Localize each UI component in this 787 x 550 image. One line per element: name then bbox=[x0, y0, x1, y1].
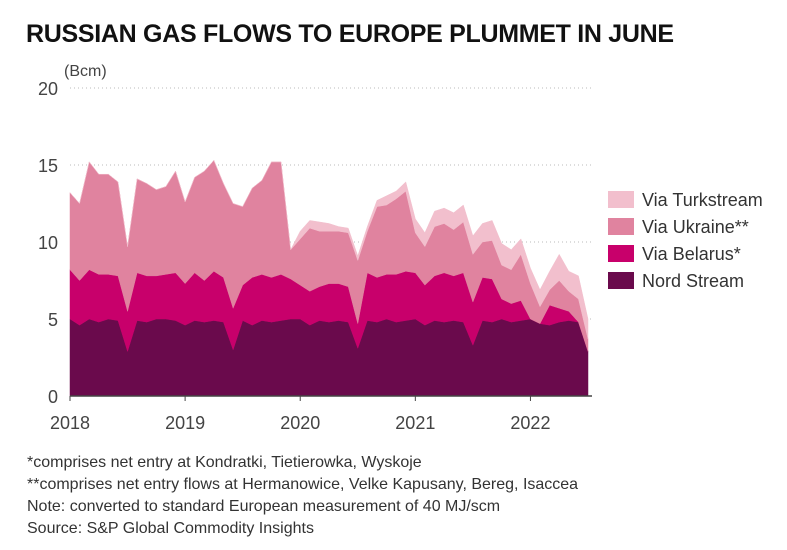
legend-swatch bbox=[608, 191, 634, 208]
legend: Via Turkstream Via Ukraine** Via Belarus* N… bbox=[608, 190, 763, 291]
legend-label: Nord Stream bbox=[642, 271, 744, 291]
footnote-source: Source: S&P Global Commodity Insights bbox=[27, 520, 314, 537]
legend-swatch bbox=[608, 245, 634, 262]
x-tick-label: 2022 bbox=[510, 413, 550, 433]
area-series bbox=[69, 159, 589, 397]
footnotes: *comprises net entry at Kondratki, Tieti… bbox=[27, 452, 777, 540]
footnote-ukraine: **comprises net entry flows at Hermanowi… bbox=[27, 476, 579, 493]
x-tick-label: 2018 bbox=[50, 413, 90, 433]
legend-label: Via Turkstream bbox=[642, 190, 763, 210]
axes: (Bcm) 0 5 10 15 20 2018 2019 2020 2021 2022 bbox=[38, 63, 592, 433]
legend-label: Via Ukraine** bbox=[642, 217, 749, 237]
legend-swatch bbox=[608, 218, 634, 235]
chart-title: RUSSIAN GAS FLOWS TO EUROPE PLUMMET IN J… bbox=[26, 20, 674, 48]
x-tick-label: 2019 bbox=[165, 413, 205, 433]
x-tick-label: 2021 bbox=[395, 413, 435, 433]
y-tick-label: 15 bbox=[38, 156, 58, 176]
area-via-turkstream bbox=[69, 159, 589, 340]
footnote-belarus: *comprises net entry at Kondratki, Tieti… bbox=[27, 454, 422, 471]
y-tick-label: 5 bbox=[48, 310, 58, 330]
x-tick-label: 2020 bbox=[280, 413, 320, 433]
footnote-measurement: Note: converted to standard European mea… bbox=[27, 498, 501, 515]
y-tick-label: 20 bbox=[38, 79, 58, 99]
area-nord-stream bbox=[69, 318, 589, 397]
y-tick-label: 0 bbox=[48, 387, 58, 407]
y-tick-label: 10 bbox=[38, 233, 58, 253]
legend-label: Via Belarus* bbox=[642, 244, 741, 264]
legend-swatch bbox=[608, 272, 634, 289]
y-axis-label: (Bcm) bbox=[64, 63, 107, 80]
